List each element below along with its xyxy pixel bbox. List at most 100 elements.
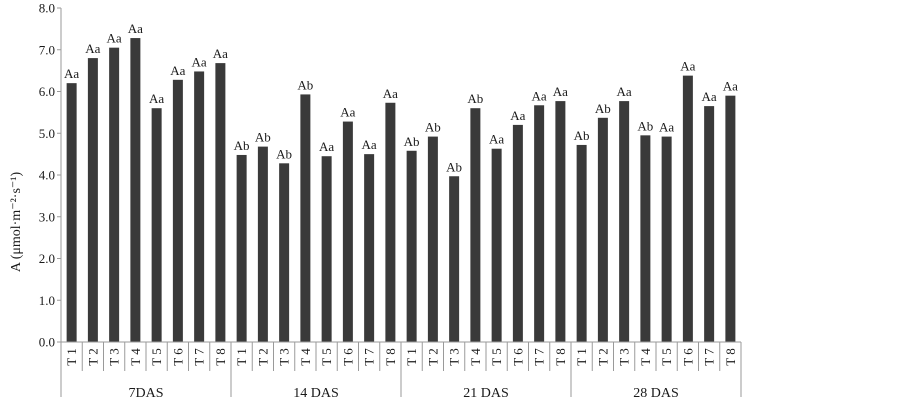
bar-significance-label: Aa	[85, 41, 100, 56]
y-axis-title: A (μmol·m⁻²·s⁻¹)	[9, 172, 24, 273]
y-axis: 0.0 1.0 2.0 3.0 4.0 5.0 6.0 7.0 8.0	[39, 1, 62, 350]
x-category-label: T 7	[362, 348, 377, 366]
bar	[619, 101, 630, 342]
bar-significance-label: Ab	[467, 91, 483, 106]
x-category-label: T 1	[234, 348, 249, 365]
bar-significance-label: Ab	[234, 138, 250, 153]
y-tick-label: 4.0	[39, 168, 55, 183]
bar-significance-label: Aa	[553, 84, 568, 99]
bar-significance-label: Aa	[362, 137, 377, 152]
bar-significance-label: Aa	[383, 86, 398, 101]
x-category-label: T 6	[340, 348, 355, 366]
bar	[427, 136, 438, 342]
bar	[682, 75, 693, 342]
bar-significance-label: Aa	[680, 59, 695, 74]
x-category-label: T 7	[192, 348, 207, 366]
bar-significance-label: Aa	[340, 105, 355, 120]
x-category-label: T 1	[574, 348, 589, 365]
bar-significance-label: Ab	[574, 128, 590, 143]
bar	[215, 63, 226, 343]
bar	[555, 101, 566, 342]
bar-significance-label: Aa	[213, 46, 228, 61]
x-category-label: T 2	[425, 348, 440, 365]
bar	[279, 163, 290, 342]
x-category-label: T 3	[617, 348, 632, 365]
x-category-label: T 1	[64, 348, 79, 365]
y-tick-label: 3.0	[39, 209, 55, 224]
bar-significance-label: Ab	[637, 118, 653, 133]
bar-significance-label: Ab	[297, 77, 313, 92]
x-category-label: T 5	[319, 348, 334, 365]
bar-significance-label: Ab	[276, 146, 292, 161]
bars: Aa Aa Aa Aa Aa Aa Aa Aa Ab Ab Ab Ab Aa Aa Aa Aa Ab Ab Ab Ab…	[64, 21, 738, 343]
x-category-label: T 8	[553, 348, 568, 365]
bar-significance-label: Aa	[170, 63, 185, 78]
x-category-label: T 2	[595, 348, 610, 365]
bar	[470, 108, 481, 342]
bar-significance-label: Aa	[489, 132, 504, 147]
y-tick-label: 7.0	[39, 42, 55, 57]
bar	[109, 47, 120, 342]
x-category-label: T 8	[383, 348, 398, 365]
bar	[449, 176, 460, 342]
x-category-label: T 4	[638, 348, 653, 366]
x-category-label: T 7	[702, 348, 717, 366]
bar-significance-label: Ab	[404, 134, 420, 149]
bar	[491, 148, 502, 342]
bar	[66, 83, 77, 343]
y-tick-label: 6.0	[39, 84, 55, 99]
bar-significance-label: Ab	[595, 101, 611, 116]
x-category-label: T 8	[213, 348, 228, 365]
x-axis: T 1 T 2 T 3 T 4 T 5 T 6 T 7 T 8 7DAS T 1 T 2 T 3 T 4…	[60, 341, 742, 401]
bar	[300, 94, 311, 342]
y-tick-label: 5.0	[39, 126, 55, 141]
x-category-label: T 2	[255, 348, 270, 365]
y-tick-label: 2.0	[39, 251, 55, 266]
x-category-label: T 6	[510, 348, 525, 366]
bar	[725, 95, 736, 342]
x-group-label: 28 DAS	[633, 386, 679, 401]
bar	[661, 136, 672, 342]
bar	[640, 135, 651, 342]
bar	[130, 38, 141, 343]
bar	[342, 121, 353, 342]
x-category-label: T 2	[85, 348, 100, 365]
bar-significance-label: Aa	[128, 21, 143, 36]
bar	[512, 124, 523, 343]
bar-significance-label: Aa	[659, 120, 674, 135]
bar-significance-label: Aa	[64, 66, 79, 81]
bar-significance-label: Aa	[532, 88, 547, 103]
bar-significance-label: Aa	[723, 79, 738, 94]
bar-significance-label: Aa	[617, 84, 632, 99]
bar	[257, 146, 268, 342]
x-category-label: T 3	[277, 348, 292, 365]
x-group-label: 21 DAS	[463, 386, 509, 401]
bar-significance-label: Aa	[702, 89, 717, 104]
bar	[385, 102, 396, 343]
y-tick-label: 8.0	[39, 1, 55, 16]
y-tick-label: 0.0	[39, 335, 55, 350]
x-category-label: T 4	[128, 348, 143, 366]
bar	[364, 154, 375, 343]
bar-significance-label: Aa	[192, 54, 207, 69]
bar-significance-label: Aa	[510, 108, 525, 123]
bar	[194, 71, 205, 343]
bar-significance-label: Ab	[425, 120, 441, 135]
bar-significance-label: Ab	[446, 159, 462, 174]
x-category-label: T 4	[468, 348, 483, 366]
x-category-label: T 5	[659, 348, 674, 365]
x-category-label: T 3	[447, 348, 462, 365]
bar-significance-label: Ab	[255, 130, 271, 145]
x-category-label: T 6	[680, 348, 695, 366]
x-category-label: T 7	[532, 348, 547, 366]
x-category-label: T 8	[723, 348, 738, 365]
bar-significance-label: Aa	[319, 139, 334, 154]
bar-significance-label: Aa	[149, 91, 164, 106]
bar	[704, 106, 715, 342]
bar	[534, 105, 545, 342]
bar	[597, 117, 608, 342]
bar	[151, 108, 162, 342]
bar	[406, 150, 417, 342]
x-category-label: T 1	[404, 348, 419, 365]
bar	[576, 144, 587, 342]
